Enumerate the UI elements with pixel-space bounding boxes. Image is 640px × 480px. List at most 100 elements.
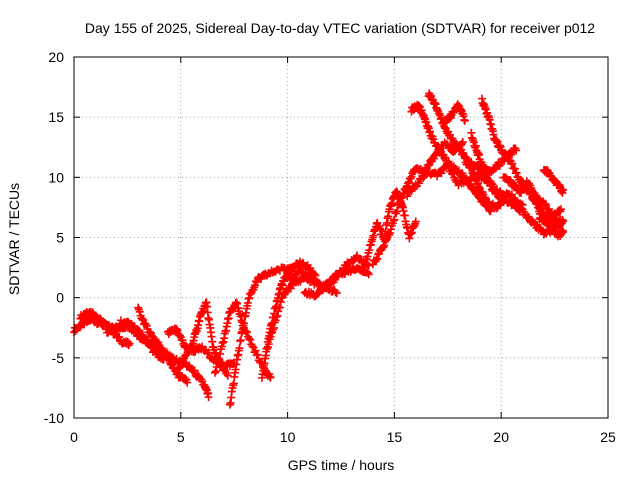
- data-point: [240, 319, 249, 328]
- data-point: [541, 200, 550, 209]
- data-point: [506, 176, 515, 185]
- data-point: [358, 267, 367, 276]
- x-tick-label: 15: [387, 429, 403, 445]
- x-tick-label: 10: [280, 429, 296, 445]
- data-point: [183, 378, 192, 387]
- data-point: [559, 185, 568, 194]
- series-satellite-track-19: [439, 100, 469, 128]
- x-tick-label: 20: [493, 429, 509, 445]
- data-point: [248, 342, 257, 351]
- data-point: [559, 228, 568, 237]
- data-point: [253, 350, 262, 359]
- series-satellite-track-07: [172, 298, 232, 380]
- data-point: [460, 116, 469, 125]
- data-point: [392, 207, 401, 216]
- y-tick-label: -5: [52, 350, 65, 366]
- data-point: [524, 213, 533, 222]
- data-point: [215, 355, 224, 364]
- data-point: [486, 180, 495, 189]
- data-point: [173, 326, 182, 335]
- data-point: [269, 323, 278, 332]
- data-point: [433, 172, 442, 181]
- series-satellite-track-14: [358, 187, 420, 276]
- y-axis-ticks: -10 -5 0 5 10 15 20: [44, 49, 608, 426]
- data-point: [204, 348, 213, 357]
- data-markers: [70, 89, 568, 409]
- data-point: [182, 375, 191, 384]
- data-point: [275, 303, 284, 312]
- data-point: [172, 370, 181, 379]
- series-satellite-track-04: [116, 316, 192, 387]
- data-point: [212, 363, 221, 372]
- data-point: [462, 174, 471, 183]
- x-axis-label: GPS time / hours: [288, 457, 395, 473]
- data-point: [266, 373, 275, 382]
- data-point: [523, 212, 532, 221]
- series-satellite-track-09: [225, 263, 296, 409]
- series-satellite-track-26: [535, 213, 568, 231]
- data-point: [235, 344, 244, 353]
- data-point: [445, 142, 454, 151]
- data-point: [314, 289, 323, 298]
- data-point: [142, 321, 151, 330]
- data-point: [245, 294, 254, 303]
- y-tick-label: 15: [48, 109, 64, 125]
- series-satellite-track-05: [134, 303, 213, 402]
- data-point: [512, 146, 521, 155]
- data-point: [272, 312, 281, 321]
- data-point: [296, 277, 305, 286]
- data-point: [190, 366, 199, 375]
- data-point: [266, 332, 275, 341]
- data-point: [437, 169, 446, 178]
- data-point: [428, 132, 437, 141]
- x-axis-ticks: 0 5 10 15 20 25: [70, 57, 616, 445]
- series-satellite-track-02: [76, 308, 134, 350]
- data-point: [397, 194, 406, 203]
- data-point: [512, 168, 521, 177]
- y-tick-label: 20: [48, 49, 64, 65]
- data-point: [444, 157, 453, 166]
- data-point: [223, 371, 232, 380]
- y-tick-label: 5: [56, 230, 64, 246]
- data-point: [178, 336, 187, 345]
- data-point: [380, 241, 389, 250]
- data-point: [373, 254, 382, 263]
- data-point: [125, 339, 134, 348]
- data-point: [458, 138, 467, 147]
- data-point: [286, 284, 295, 293]
- data-point: [360, 259, 369, 268]
- y-axis-label: SDTVAR / TECUs: [6, 183, 22, 295]
- series-satellite-track-15: [369, 138, 467, 269]
- data-point: [407, 172, 416, 181]
- data-point: [246, 335, 255, 344]
- data-point: [429, 154, 438, 163]
- data-point: [217, 342, 226, 351]
- data-point: [559, 217, 568, 226]
- data-point: [103, 320, 112, 329]
- data-point: [364, 270, 373, 279]
- data-point: [411, 217, 420, 226]
- data-point: [218, 338, 227, 347]
- data-point: [216, 349, 225, 358]
- data-point: [466, 163, 475, 172]
- data-point: [251, 346, 260, 355]
- data-point: [198, 342, 207, 351]
- data-point: [420, 172, 429, 181]
- data-point: [386, 228, 395, 237]
- data-point: [441, 153, 450, 162]
- data-point: [229, 379, 238, 388]
- data-point: [460, 154, 469, 163]
- data-point: [365, 246, 374, 255]
- data-point: [204, 393, 213, 402]
- data-point: [271, 316, 280, 325]
- x-tick-label: 0: [70, 429, 78, 445]
- data-point: [245, 334, 254, 343]
- data-point: [398, 193, 407, 202]
- data-point: [363, 252, 372, 261]
- data-point: [507, 177, 516, 186]
- y-tick-label: 10: [48, 169, 64, 185]
- data-point: [176, 362, 185, 371]
- x-tick-label: 5: [177, 429, 185, 445]
